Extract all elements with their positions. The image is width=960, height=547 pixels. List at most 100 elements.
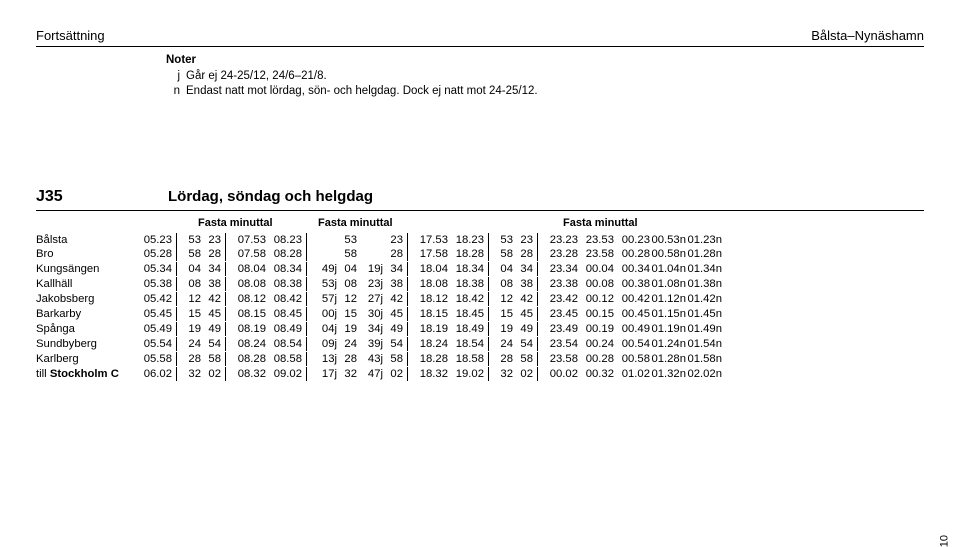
time-cell: 34 bbox=[513, 262, 533, 277]
time-cell: 18.42 bbox=[448, 292, 484, 307]
time-cell: 01.58n bbox=[686, 352, 722, 367]
time-cell: 18.38 bbox=[448, 277, 484, 292]
timetable: Bålsta05.23532307.5308.23532317.5318.235… bbox=[36, 233, 924, 382]
time-cell: 39j bbox=[357, 337, 383, 352]
column-separator bbox=[407, 322, 408, 336]
time-cell: 00.49 bbox=[614, 322, 650, 337]
time-cell: 23.23 bbox=[542, 233, 578, 248]
time-cell: 15 bbox=[337, 307, 357, 322]
section-header: J35 Lördag, söndag och helgdag bbox=[36, 188, 924, 211]
time-cell: 01.04n bbox=[650, 262, 686, 277]
fasta-minuttal-1: Fasta minuttal bbox=[198, 217, 318, 229]
column-separator bbox=[176, 292, 177, 306]
time-cell: 00.34 bbox=[614, 262, 650, 277]
note-text: Endast natt mot lördag, sön- och helgdag… bbox=[186, 84, 538, 100]
time-cell: 02 bbox=[201, 367, 221, 382]
column-separator bbox=[306, 367, 307, 381]
column-separator bbox=[306, 307, 307, 321]
time-cell: 15 bbox=[181, 307, 201, 322]
time-cell: 00.08 bbox=[578, 277, 614, 292]
column-separator bbox=[225, 352, 226, 366]
column-separator bbox=[488, 307, 489, 321]
time-cell: 05.42 bbox=[136, 292, 172, 307]
time-cell: 01.28n bbox=[686, 247, 722, 262]
column-separator bbox=[176, 262, 177, 276]
time-cell: 38 bbox=[383, 277, 403, 292]
time-cell: 01.28n bbox=[650, 352, 686, 367]
column-separator bbox=[225, 337, 226, 351]
time-cell: 23.34 bbox=[542, 262, 578, 277]
time-cell: 30j bbox=[357, 307, 383, 322]
time-cell: 34 bbox=[201, 262, 221, 277]
table-row: Sundbyberg05.54245408.2408.5409j2439j541… bbox=[36, 337, 924, 352]
line-desc: Lördag, söndag och helgdag bbox=[168, 188, 373, 205]
column-separator bbox=[225, 322, 226, 336]
table-row: Kallhäll05.38083808.0808.3853j0823j3818.… bbox=[36, 277, 924, 292]
time-cell: 23.58 bbox=[542, 352, 578, 367]
station-name: Karlberg bbox=[36, 352, 136, 367]
time-cell: 08.12 bbox=[230, 292, 266, 307]
time-cell: 05.45 bbox=[136, 307, 172, 322]
time-cell: 23 bbox=[383, 233, 403, 248]
time-cell: 18.12 bbox=[412, 292, 448, 307]
time-cell: 32 bbox=[337, 367, 357, 382]
time-cell: 18.23 bbox=[448, 233, 484, 248]
table-row: Spånga05.49194908.1908.4904j1934j4918.19… bbox=[36, 322, 924, 337]
notes-title: Noter bbox=[166, 53, 924, 69]
time-cell: 00.28 bbox=[578, 352, 614, 367]
time-cell: 18.08 bbox=[412, 277, 448, 292]
time-cell: 53 bbox=[337, 233, 357, 248]
time-cell: 08.04 bbox=[230, 262, 266, 277]
column-group-headers: Fasta minuttal Fasta minuttal Fasta minu… bbox=[36, 217, 924, 229]
time-cell: 53j bbox=[311, 277, 337, 292]
column-separator bbox=[176, 352, 177, 366]
table-row: Bålsta05.23532307.5308.23532317.5318.235… bbox=[36, 233, 924, 248]
time-cell: 45 bbox=[383, 307, 403, 322]
time-cell: 34 bbox=[383, 262, 403, 277]
time-cell: 17.58 bbox=[412, 247, 448, 262]
column-separator bbox=[225, 262, 226, 276]
time-cell: 12 bbox=[181, 292, 201, 307]
column-separator bbox=[176, 247, 177, 261]
time-cell: 00.28 bbox=[614, 247, 650, 262]
time-cell: 15 bbox=[493, 307, 513, 322]
column-separator bbox=[225, 292, 226, 306]
column-separator bbox=[407, 247, 408, 261]
time-cell: 08.32 bbox=[230, 367, 266, 382]
time-cell: 01.23n bbox=[686, 233, 722, 248]
time-cell: 57j bbox=[311, 292, 337, 307]
note-row: nEndast natt mot lördag, sön- och helgda… bbox=[166, 84, 924, 100]
time-cell: 00.58 bbox=[614, 352, 650, 367]
time-cell: 00.23 bbox=[614, 233, 650, 248]
time-cell: 49 bbox=[383, 322, 403, 337]
time-cell: 08 bbox=[493, 277, 513, 292]
fasta-minuttal-3: Fasta minuttal bbox=[563, 217, 663, 229]
note-text: Går ej 24-25/12, 24/6–21/8. bbox=[186, 69, 327, 85]
time-cell: 05.58 bbox=[136, 352, 172, 367]
column-separator bbox=[225, 307, 226, 321]
column-separator bbox=[537, 322, 538, 336]
time-cell: 04 bbox=[181, 262, 201, 277]
time-cell: 00j bbox=[311, 307, 337, 322]
time-cell: 00.04 bbox=[578, 262, 614, 277]
time-cell bbox=[311, 233, 337, 248]
column-separator bbox=[407, 367, 408, 381]
time-cell: 04j bbox=[311, 322, 337, 337]
column-separator bbox=[537, 292, 538, 306]
time-cell: 23.42 bbox=[542, 292, 578, 307]
time-cell: 54 bbox=[513, 337, 533, 352]
time-cell: 08.19 bbox=[230, 322, 266, 337]
column-separator bbox=[225, 247, 226, 261]
time-cell: 01.32n bbox=[650, 367, 686, 382]
column-separator bbox=[306, 322, 307, 336]
time-cell: 28 bbox=[493, 352, 513, 367]
time-cell: 08.54 bbox=[266, 337, 302, 352]
time-cell: 58 bbox=[181, 247, 201, 262]
time-cell: 00.32 bbox=[578, 367, 614, 382]
column-separator bbox=[537, 247, 538, 261]
time-cell: 38 bbox=[201, 277, 221, 292]
time-cell: 00.42 bbox=[614, 292, 650, 307]
table-row: till Stockholm C06.02320208.3209.0217j32… bbox=[36, 367, 924, 382]
time-cell: 19 bbox=[181, 322, 201, 337]
fasta-minuttal-2: Fasta minuttal bbox=[318, 217, 563, 229]
